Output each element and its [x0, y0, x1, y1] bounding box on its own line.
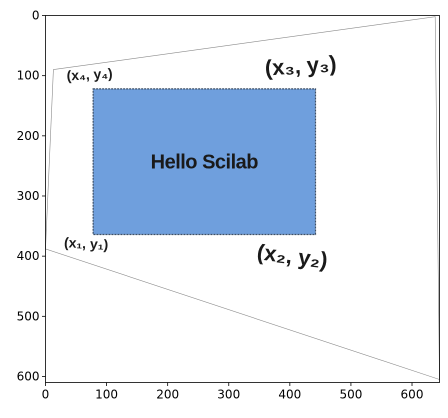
- axes-frame: [45, 15, 440, 383]
- corner-label-1: (x₄, y₄): [66, 65, 113, 83]
- x-tick-label: 400: [278, 388, 301, 402]
- x-tick-label: 100: [95, 388, 118, 402]
- y-tick-label: 400: [17, 249, 40, 263]
- y-tick-label: 600: [17, 369, 40, 383]
- x-tick-label: 500: [339, 388, 362, 402]
- y-tick-label: 100: [17, 69, 40, 83]
- y-tick-label: 200: [17, 129, 40, 143]
- corner-label-2: (x₃, y₃): [264, 51, 337, 81]
- x-tick-label: 600: [401, 388, 424, 402]
- image-content: Hello Scilab(x₄, y₄) (x₃, y₃)(x₁, y₁) (x₂,…: [45, 16, 440, 380]
- y-tick-label: 300: [17, 189, 40, 203]
- corner-label-3: (x₁, y₁): [64, 234, 109, 252]
- y-tick-label: 500: [17, 309, 40, 323]
- x-tick-label: 0: [42, 388, 50, 402]
- x-tick-label: 200: [156, 388, 179, 402]
- blue-rectangle: [92, 88, 317, 236]
- rectangle-caption: Hello Scilab: [151, 152, 259, 174]
- x-tick-label: 300: [217, 388, 240, 402]
- y-tick-label: 0: [32, 9, 40, 23]
